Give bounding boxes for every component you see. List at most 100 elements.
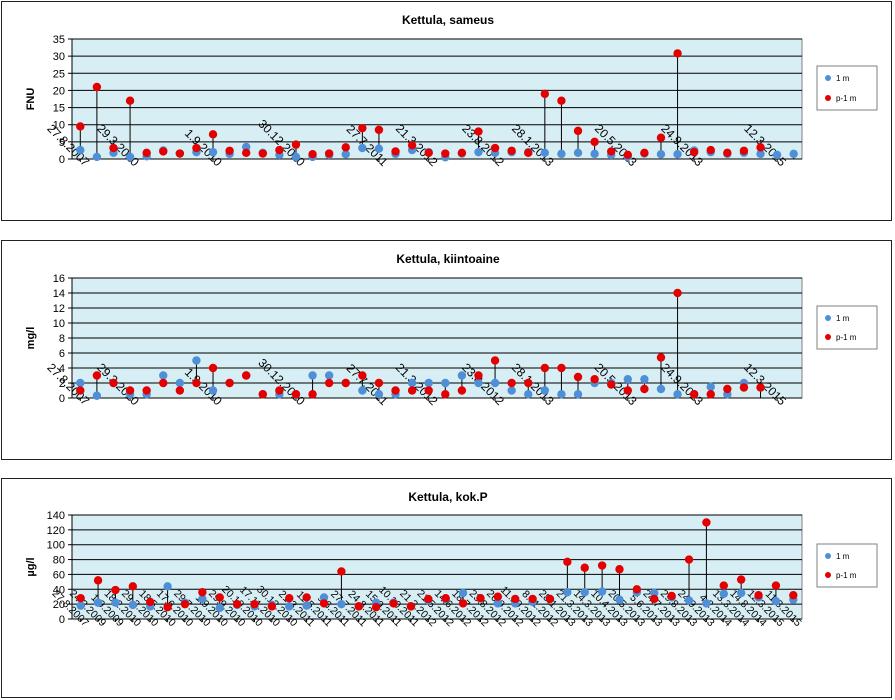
y-tick-label: 60 — [53, 569, 65, 581]
data-point-surface — [308, 371, 317, 380]
data-point-surface — [111, 598, 120, 607]
data-point-bottom — [615, 565, 624, 574]
legend-marker — [825, 572, 831, 578]
y-axis-label: FNU — [25, 88, 37, 111]
data-point-surface — [175, 378, 185, 388]
data-point-bottom — [208, 363, 218, 373]
data-point-bottom — [354, 602, 363, 611]
data-point-bottom — [258, 149, 267, 158]
data-point-surface — [441, 378, 450, 388]
data-point-surface — [623, 375, 632, 384]
y-tick-label: 0 — [59, 614, 65, 626]
chart-kiintoaine: Kettula, kiintoaine0246810121416mg/l27.8… — [25, 252, 878, 408]
data-point-bottom — [458, 599, 468, 608]
data-point-bottom — [192, 378, 201, 388]
data-point-bottom — [640, 384, 649, 394]
data-point-bottom — [771, 581, 781, 590]
data-point-bottom — [739, 383, 749, 392]
data-point-surface — [474, 378, 483, 388]
data-point-surface — [640, 375, 649, 384]
y-tick-label: 6 — [59, 348, 65, 360]
y-tick-label: 30 — [53, 51, 65, 63]
data-point-bottom — [142, 386, 151, 395]
data-point-bottom — [563, 557, 572, 566]
legend-marker — [825, 75, 831, 81]
data-point-bottom — [524, 148, 533, 158]
data-point-bottom — [684, 555, 694, 564]
data-point-bottom — [650, 594, 659, 604]
legend-box — [816, 305, 878, 350]
data-point-surface — [557, 149, 566, 159]
data-point-surface — [706, 382, 715, 391]
data-point-bottom — [706, 145, 715, 155]
y-tick-label: 140 — [47, 510, 65, 522]
data-point-bottom — [673, 49, 682, 58]
y-tick-label: 20 — [53, 599, 65, 611]
data-point-bottom — [391, 147, 400, 156]
data-point-bottom — [656, 133, 666, 142]
y-tick-label: 5 — [59, 137, 65, 149]
data-point-bottom — [175, 386, 185, 395]
y-tick-label: 8 — [59, 333, 65, 345]
data-point-bottom — [389, 599, 398, 608]
data-point-surface — [92, 391, 102, 400]
chart-panel-kiintoaine: Kettula, kiintoaine 0 2 4 6 8 10 12 14 16 mg/l 27.8… — [1, 240, 892, 460]
data-point-surface — [772, 150, 782, 160]
data-point-bottom — [242, 371, 251, 380]
data-point-surface — [656, 384, 666, 394]
data-point-bottom — [528, 594, 537, 604]
data-point-bottom — [341, 378, 350, 388]
data-point-surface — [673, 150, 682, 159]
data-point-surface — [771, 596, 781, 606]
data-point-bottom — [493, 592, 503, 601]
data-point-bottom — [225, 146, 234, 155]
data-point-surface — [493, 599, 503, 608]
legend-label: 1 m — [836, 314, 850, 323]
data-point-surface — [789, 149, 798, 159]
data-point-bottom — [291, 140, 301, 149]
data-point-bottom — [689, 147, 699, 157]
data-point-surface — [458, 588, 468, 598]
data-point-bottom — [540, 89, 550, 99]
y-tick-label: 10 — [53, 120, 65, 132]
data-point-surface — [457, 371, 467, 380]
y-tick-label: 120 — [47, 525, 65, 537]
data-point-bottom — [607, 380, 616, 389]
data-point-bottom — [702, 518, 711, 527]
legend-label: p-1 m — [836, 571, 857, 580]
data-point-bottom — [667, 591, 676, 601]
data-point-bottom — [198, 588, 207, 597]
data-point-bottom — [545, 594, 555, 604]
data-point-bottom — [163, 602, 172, 612]
y-tick-label: 15 — [53, 103, 65, 115]
data-point-bottom — [391, 386, 400, 395]
chart-title: Kettula, kiintoaine — [396, 252, 500, 266]
data-point-surface — [76, 145, 85, 155]
data-point-bottom — [406, 602, 416, 611]
data-point-bottom — [557, 363, 566, 373]
data-point-surface — [424, 378, 433, 388]
data-point-bottom — [580, 563, 589, 572]
data-point-bottom — [673, 288, 682, 298]
data-point-surface — [93, 598, 103, 607]
data-point-surface — [656, 150, 666, 159]
data-point-surface — [76, 601, 85, 610]
data-point-surface — [573, 148, 583, 158]
data-point-surface — [92, 152, 102, 162]
data-point-bottom — [723, 148, 732, 158]
y-tick-label: 14 — [53, 288, 65, 300]
data-point-bottom — [291, 390, 301, 399]
data-point-surface — [242, 142, 251, 152]
data-point-bottom — [474, 371, 483, 380]
data-point-bottom — [640, 148, 649, 158]
data-point-bottom — [92, 82, 102, 92]
data-point-bottom — [93, 576, 103, 585]
data-point-bottom — [232, 599, 242, 609]
data-point-bottom — [242, 148, 251, 158]
data-point-bottom — [424, 148, 433, 158]
data-point-surface — [358, 386, 367, 395]
legend-marker — [825, 315, 831, 321]
data-point-bottom — [424, 594, 433, 604]
data-point-surface — [590, 149, 599, 159]
data-point-surface — [557, 390, 566, 399]
